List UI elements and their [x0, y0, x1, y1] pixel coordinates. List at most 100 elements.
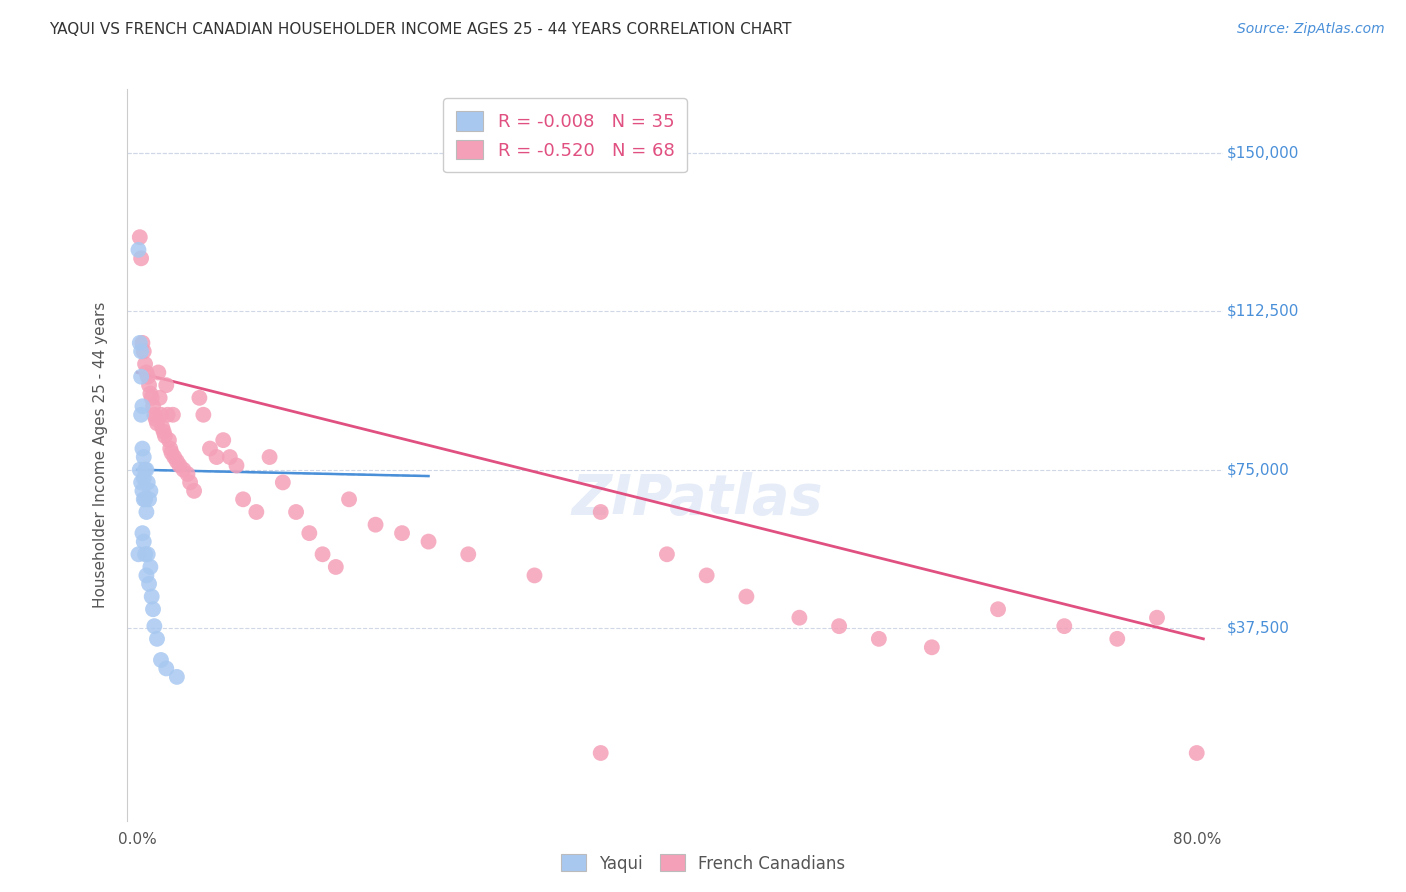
Point	[136, 547, 159, 561]
Point	[311, 547, 333, 561]
Point	[156, 408, 179, 422]
Point	[173, 463, 195, 477]
Point	[145, 412, 167, 426]
Point	[149, 391, 172, 405]
Point	[589, 505, 612, 519]
Point	[142, 602, 165, 616]
Point	[153, 429, 176, 443]
Point	[259, 450, 281, 464]
Point	[127, 547, 149, 561]
Point	[868, 632, 890, 646]
Legend: R = -0.008   N = 35, R = -0.520   N = 68: R = -0.008 N = 35, R = -0.520 N = 68	[443, 98, 688, 172]
Legend: Yaqui, French Canadians: Yaqui, French Canadians	[554, 847, 852, 880]
Point	[245, 505, 267, 519]
Point	[162, 408, 184, 422]
Point	[921, 640, 943, 655]
Point	[163, 450, 186, 464]
Point	[188, 391, 211, 405]
Point	[589, 746, 612, 760]
Point	[169, 458, 191, 473]
Point	[149, 408, 172, 422]
Point	[135, 463, 157, 477]
Point	[160, 446, 183, 460]
Point	[1185, 746, 1208, 760]
Point	[271, 475, 294, 490]
Point	[135, 505, 157, 519]
Point	[523, 568, 546, 582]
Point	[735, 590, 758, 604]
Point	[132, 471, 155, 485]
Point	[205, 450, 228, 464]
Point	[198, 442, 221, 456]
Text: Source: ZipAtlas.com: Source: ZipAtlas.com	[1237, 22, 1385, 37]
Point	[129, 408, 152, 422]
Text: $112,500: $112,500	[1227, 303, 1299, 318]
Point	[132, 344, 155, 359]
Point	[391, 526, 413, 541]
Point	[337, 492, 360, 507]
Text: $75,000: $75,000	[1227, 462, 1289, 477]
Point	[183, 483, 205, 498]
Point	[141, 391, 163, 405]
Point	[143, 408, 166, 422]
Point	[225, 458, 247, 473]
Point	[131, 442, 153, 456]
Point	[134, 547, 156, 561]
Point	[166, 670, 188, 684]
Point	[159, 442, 181, 456]
Point	[1053, 619, 1076, 633]
Point	[142, 399, 165, 413]
Point	[146, 632, 169, 646]
Point	[232, 492, 254, 507]
Point	[1146, 610, 1168, 624]
Point	[139, 483, 162, 498]
Point	[129, 369, 152, 384]
Point	[987, 602, 1010, 616]
Point	[134, 492, 156, 507]
Point	[150, 420, 173, 434]
Point	[146, 416, 169, 430]
Point	[128, 463, 150, 477]
Point	[418, 534, 440, 549]
Point	[134, 463, 156, 477]
Point	[128, 230, 150, 244]
Point	[179, 475, 201, 490]
Point	[157, 433, 180, 447]
Text: $37,500: $37,500	[1227, 621, 1291, 636]
Point	[285, 505, 308, 519]
Point	[128, 335, 150, 350]
Y-axis label: Householder Income Ages 25 - 44 years: Householder Income Ages 25 - 44 years	[93, 301, 108, 608]
Point	[143, 619, 166, 633]
Point	[155, 378, 177, 392]
Point	[132, 450, 155, 464]
Point	[696, 568, 718, 582]
Point	[139, 386, 162, 401]
Point	[155, 661, 177, 675]
Point	[655, 547, 678, 561]
Point	[131, 483, 153, 498]
Text: YAQUI VS FRENCH CANADIAN HOUSEHOLDER INCOME AGES 25 - 44 YEARS CORRELATION CHART: YAQUI VS FRENCH CANADIAN HOUSEHOLDER INC…	[49, 22, 792, 37]
Point	[136, 369, 159, 384]
Point	[148, 366, 170, 380]
Point	[218, 450, 240, 464]
Point	[789, 610, 811, 624]
Point	[135, 568, 157, 582]
Point	[134, 357, 156, 371]
Point	[129, 475, 152, 490]
Point	[364, 517, 387, 532]
Point	[131, 526, 153, 541]
Point	[149, 653, 172, 667]
Point	[132, 492, 155, 507]
Point	[129, 252, 152, 266]
Point	[152, 425, 174, 439]
Point	[138, 378, 160, 392]
Point	[325, 560, 347, 574]
Text: $150,000: $150,000	[1227, 145, 1299, 161]
Point	[138, 492, 160, 507]
Point	[131, 335, 153, 350]
Point	[135, 366, 157, 380]
Point	[212, 433, 235, 447]
Point	[298, 526, 321, 541]
Point	[131, 399, 153, 413]
Point	[141, 590, 163, 604]
